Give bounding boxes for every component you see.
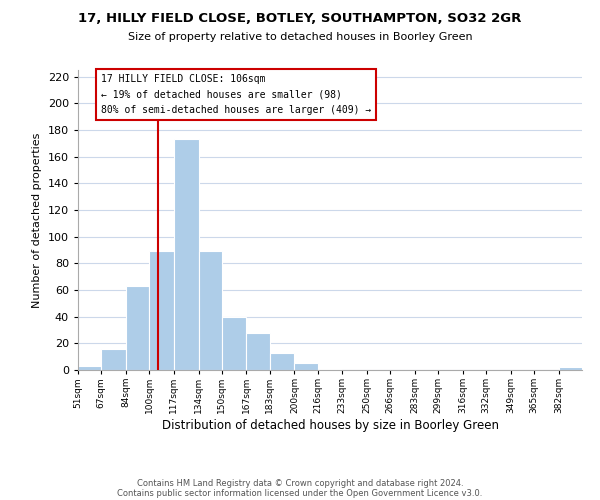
Text: 17, HILLY FIELD CLOSE, BOTLEY, SOUTHAMPTON, SO32 2GR: 17, HILLY FIELD CLOSE, BOTLEY, SOUTHAMPT… [79,12,521,26]
Text: 17 HILLY FIELD CLOSE: 106sqm
← 19% of detached houses are smaller (98)
80% of se: 17 HILLY FIELD CLOSE: 106sqm ← 19% of de… [101,74,371,115]
Bar [247,332,270,370]
Text: Contains public sector information licensed under the Open Government Licence v3: Contains public sector information licen… [118,488,482,498]
Bar [270,352,295,370]
Bar [222,316,247,370]
X-axis label: Distribution of detached houses by size in Boorley Green: Distribution of detached houses by size … [161,419,499,432]
Bar [126,286,149,370]
Bar [149,252,174,370]
Bar [101,348,126,370]
Text: Contains HM Land Registry data © Crown copyright and database right 2024.: Contains HM Land Registry data © Crown c… [137,478,463,488]
Bar [317,368,343,370]
Bar [295,364,317,370]
Text: Size of property relative to detached houses in Boorley Green: Size of property relative to detached ho… [128,32,472,42]
Bar [174,140,199,370]
Bar [199,252,222,370]
Y-axis label: Number of detached properties: Number of detached properties [32,132,42,308]
Bar [78,366,101,370]
Bar [559,368,582,370]
